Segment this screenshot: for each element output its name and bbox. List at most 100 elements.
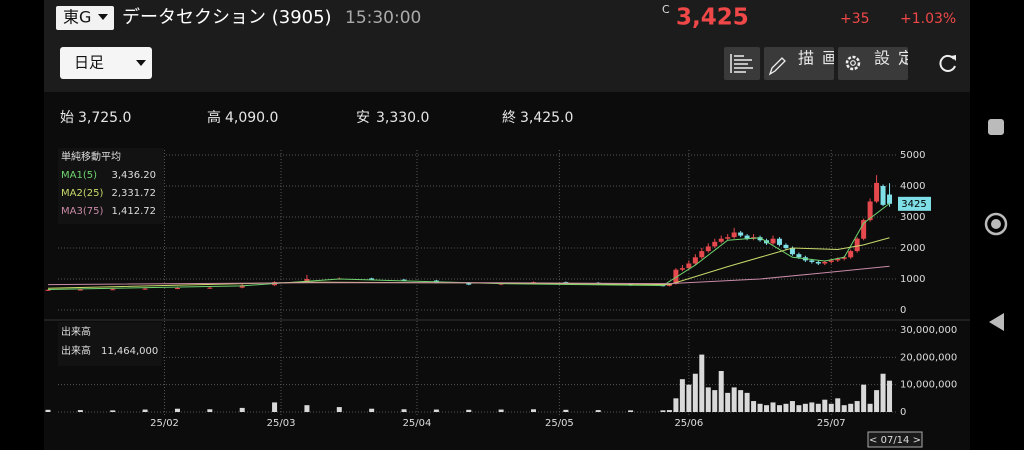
volume-bar bbox=[867, 403, 873, 412]
volume-bar bbox=[802, 403, 808, 412]
candle-body bbox=[783, 244, 789, 248]
volume-bar bbox=[887, 380, 893, 412]
volume-bar bbox=[679, 379, 685, 412]
overlay: 0 1000 2000 3000 4000 5000 MA1(5) 3,436.20 MA2(2… bbox=[58, 148, 957, 448]
candle-body bbox=[142, 288, 148, 290]
volume-bar bbox=[848, 403, 854, 412]
candle-body bbox=[809, 260, 815, 262]
candle-body bbox=[861, 220, 867, 239]
date-tag-box bbox=[867, 431, 923, 448]
x-tick-label: 25/02 bbox=[150, 418, 179, 429]
ma-line bbox=[47, 203, 890, 291]
candle-body bbox=[369, 278, 375, 280]
legend-name: MA2(25) bbox=[61, 188, 103, 199]
indicator-icon bbox=[730, 54, 753, 73]
volume-bar bbox=[239, 407, 245, 412]
volume-bar bbox=[770, 402, 776, 412]
settings-label: 設定 bbox=[874, 49, 922, 68]
change-pct: +1.03% bbox=[900, 11, 956, 27]
candle-body bbox=[828, 260, 834, 262]
settings-label-clip: 設定 bbox=[874, 49, 922, 68]
candle-body bbox=[673, 269, 679, 284]
volume-bar bbox=[841, 405, 847, 412]
price-tag: 3425 bbox=[901, 199, 926, 210]
y-tick-label: 2000 bbox=[900, 243, 925, 254]
volume-bar bbox=[705, 387, 711, 412]
candle-body bbox=[207, 287, 213, 289]
nav-recent[interactable] bbox=[988, 119, 1004, 135]
ohlc-label: 安 bbox=[356, 110, 370, 126]
candle-body bbox=[679, 268, 685, 270]
candle-body bbox=[757, 237, 763, 241]
nav-back[interactable] bbox=[989, 313, 1004, 331]
candle-body bbox=[848, 251, 854, 258]
volume-bar bbox=[718, 371, 724, 412]
candle-body bbox=[466, 282, 472, 285]
price: 3,425 bbox=[676, 5, 749, 31]
volume-bar bbox=[815, 403, 821, 412]
candle-body bbox=[776, 238, 782, 245]
ohlc-value: 3,330.0 bbox=[376, 110, 429, 126]
x-tick-label: 25/07 bbox=[817, 418, 846, 429]
candle-body bbox=[880, 186, 886, 205]
volume-bar bbox=[822, 399, 828, 412]
volume-bar bbox=[433, 409, 439, 412]
volume-bar bbox=[731, 387, 737, 412]
legend-name: 出来高 bbox=[61, 344, 91, 357]
draw-button[interactable] bbox=[764, 47, 834, 80]
stock-title: データセクション (3905) bbox=[122, 7, 332, 28]
volume-bar bbox=[725, 392, 731, 412]
ohlc-value: 4,090.0 bbox=[225, 110, 278, 126]
ohlc-label: 終 bbox=[502, 110, 516, 126]
plot: 25/02 25/03 25/04 25/05 25/06 25/07 bbox=[45, 150, 896, 429]
ma-line bbox=[47, 265, 890, 286]
volume-bar bbox=[751, 401, 757, 412]
time: 15:30:00 bbox=[345, 8, 421, 28]
volume-bar bbox=[861, 384, 867, 412]
volume-bar bbox=[77, 410, 83, 412]
settings-button[interactable] bbox=[838, 47, 908, 80]
legend-name: MA3(75) bbox=[61, 206, 103, 217]
candle-body bbox=[110, 289, 116, 291]
legend-name: MA1(5) bbox=[61, 170, 97, 181]
period-select[interactable] bbox=[60, 47, 152, 79]
y-tick-label: 3000 bbox=[900, 212, 925, 223]
volume-bar bbox=[712, 390, 718, 412]
candle-body bbox=[699, 251, 705, 258]
ohlc-label: 始 bbox=[60, 110, 74, 126]
gear-hole bbox=[850, 60, 856, 66]
y-tick-label: 10,000,000 bbox=[900, 380, 957, 391]
volume-bar bbox=[835, 398, 841, 412]
candle-body bbox=[815, 261, 821, 264]
nav-home[interactable] bbox=[984, 212, 1008, 236]
candle-body bbox=[841, 257, 847, 259]
draw-label-clip: 描画 bbox=[798, 49, 834, 68]
x-tick-label: 25/04 bbox=[403, 418, 432, 429]
y-tick-label: 5000 bbox=[900, 150, 925, 161]
candle-body bbox=[770, 238, 776, 244]
volume-bar bbox=[854, 401, 860, 412]
ohlc-value: 3,425.0 bbox=[520, 110, 573, 126]
volume-bar bbox=[174, 408, 180, 412]
volume-bar bbox=[744, 392, 750, 412]
refresh-arrow bbox=[951, 55, 956, 61]
candle-body bbox=[874, 182, 880, 202]
volume-bar bbox=[369, 408, 375, 412]
volume-bar bbox=[45, 409, 51, 412]
refresh-icon[interactable] bbox=[939, 54, 956, 72]
volume-bar bbox=[498, 409, 504, 412]
pencil-icon bbox=[768, 57, 786, 76]
candle-body bbox=[822, 261, 828, 264]
volume-bar bbox=[828, 403, 834, 412]
volume-bar bbox=[660, 410, 666, 412]
market-select[interactable] bbox=[56, 6, 114, 30]
period: 日足 bbox=[74, 54, 104, 72]
legend-title: 出来高 bbox=[61, 325, 91, 338]
volume-bar bbox=[401, 409, 407, 412]
y-tick-label: 0 bbox=[900, 305, 906, 316]
volume-bar bbox=[466, 409, 472, 412]
volume-bar bbox=[692, 373, 698, 412]
candle-body bbox=[666, 284, 672, 286]
legend-value: 2,331.72 bbox=[111, 188, 156, 199]
